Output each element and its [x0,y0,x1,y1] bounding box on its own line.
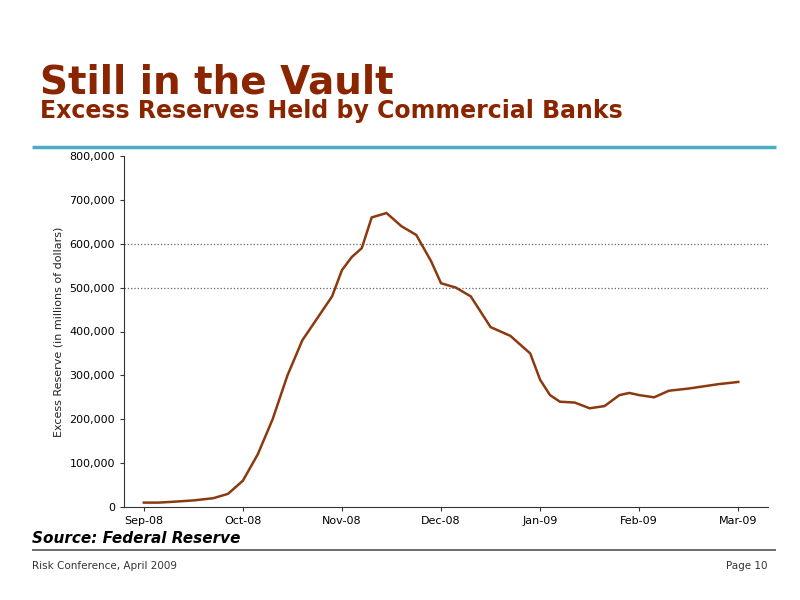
Text: Still in the Vault: Still in the Vault [40,63,394,101]
Text: Source: Federal Reserve: Source: Federal Reserve [32,531,241,546]
Text: Page 10: Page 10 [726,561,768,571]
Text: Excess Reserves Held by Commercial Banks: Excess Reserves Held by Commercial Banks [40,99,622,123]
Y-axis label: Excess Reserve (in millions of dollars): Excess Reserve (in millions of dollars) [54,226,64,437]
Text: Risk Conference, April 2009: Risk Conference, April 2009 [32,561,177,571]
